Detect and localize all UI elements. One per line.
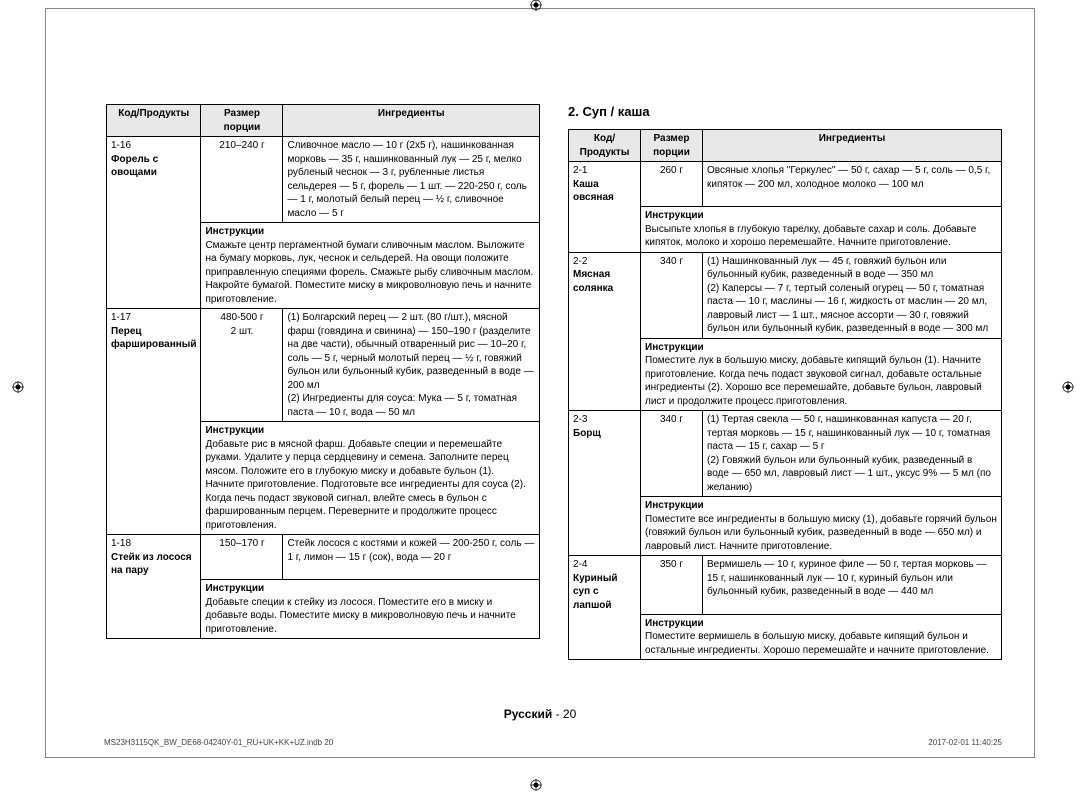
size-cell: 340 г (641, 252, 703, 338)
ing-cell: (1) Тертая свекла — 50 г, нашинкованная … (703, 411, 1002, 497)
instr-cell: Инструкции Поместите все ингредиенты в б… (641, 497, 1002, 556)
code-cell-cont (569, 338, 641, 411)
code-num: 2-2 (573, 256, 587, 267)
code-cell-cont (569, 207, 641, 253)
registration-mark-icon (530, 0, 542, 14)
code-name: Стейк из лосося на пару (111, 552, 192, 577)
instr-cell: Инструкции Высыпьте хлопья в глубокую та… (641, 207, 1002, 253)
size-cell: 150–170 г (201, 535, 283, 580)
code-cell-cont (569, 614, 641, 660)
registration-mark-icon (12, 380, 24, 396)
code-name: Перец фаршированный (111, 326, 196, 351)
instr-text: Добавьте специи к стейку из лосося. Поме… (205, 597, 515, 635)
ing-cell: (1) Болгарский перец — 2 шт. (80 г/шт.),… (283, 309, 540, 422)
right-column: 2. Суп / каша Код/ Продукты Размер порци… (568, 104, 1002, 660)
recipe-table-1: Код/Продукты Размер порции Ингредиенты 1… (106, 104, 540, 639)
instr-label: Инструкции (645, 500, 704, 511)
code-cell: 2-1 Каша овсяная (569, 162, 641, 207)
ing-cell: (1) Нашинкованный лук — 45 г, говяжий бу… (703, 252, 1002, 338)
instr-cell: Инструкции Добавьте специи к стейку из л… (201, 580, 540, 639)
document-page: Код/Продукты Размер порции Ингредиенты 1… (45, 8, 1035, 758)
code-num: 1-17 (111, 312, 131, 323)
code-cell-cont (107, 223, 201, 309)
page-footer-center: Русский - 20 (46, 707, 1034, 721)
code-cell-cont (107, 422, 201, 535)
size-cell: 480-500 г 2 шт. (201, 309, 283, 422)
instr-text: Высыпьте хлопья в глубокую тарелку, доба… (645, 224, 976, 249)
content-columns: Код/Продукты Размер порции Ингредиенты 1… (46, 9, 1034, 660)
size-cell: 340 г (641, 411, 703, 497)
instr-label: Инструкции (205, 425, 264, 436)
instr-text: Поместите все ингредиенты в большую миск… (645, 514, 997, 552)
left-column: Код/Продукты Размер порции Ингредиенты 1… (106, 104, 540, 660)
code-num: 1-18 (111, 538, 131, 549)
code-num: 2-1 (573, 165, 587, 176)
instr-cell: Инструкции Смажьте центр пергаментной бу… (201, 223, 540, 309)
code-cell-cont (569, 497, 641, 556)
instr-text: Смажьте центр пергаментной бумаги сливоч… (205, 240, 533, 305)
th-code: Код/Продукты (107, 105, 201, 137)
ing-cell: Сливочное масло — 10 г (2x5 г), нашинков… (283, 137, 540, 223)
recipe-table-2: Код/ Продукты Размер порции Ингредиенты … (568, 129, 1002, 660)
instr-cell: Инструкции Поместите лук в большую миску… (641, 338, 1002, 411)
instr-label: Инструкции (205, 226, 264, 237)
instr-text: Добавьте рис в мясной фарш. Добавьте спе… (205, 439, 525, 531)
registration-mark-icon (1062, 380, 1074, 396)
code-name: Куриный суп с лапшой (573, 573, 618, 611)
th-ing: Ингредиенты (703, 130, 1002, 162)
size-cell: 260 г (641, 162, 703, 207)
instr-label: Инструкции (205, 583, 264, 594)
code-cell: 2-2 Мясная солянка (569, 252, 641, 338)
code-cell: 2-3 Борщ (569, 411, 641, 497)
ing-cell: Овсяные хлопья "Геркулес" — 50 г, сахар … (703, 162, 1002, 207)
code-cell: 1-18 Стейк из лосося на пару (107, 535, 201, 580)
instr-label: Инструкции (645, 618, 704, 629)
instr-label: Инструкции (645, 210, 704, 221)
th-size: Размер порции (201, 105, 283, 137)
instr-cell: Инструкции Добавьте рис в мясной фарш. Д… (201, 422, 540, 535)
instr-cell: Инструкции Поместите вермишель в большую… (641, 614, 1002, 660)
th-ing: Ингредиенты (283, 105, 540, 137)
footer-lang: Русский (504, 707, 553, 721)
size-cell: 350 г (641, 556, 703, 615)
footer-date: 2017-02-01 11:40:25 (928, 738, 1002, 747)
instr-label: Инструкции (645, 342, 704, 353)
instr-text: Поместите лук в большую миску, добавьте … (645, 355, 982, 407)
code-cell: 2-4 Куриный суп с лапшой (569, 556, 641, 615)
code-cell: 1-17 Перец фаршированный (107, 309, 201, 422)
code-name: Борщ (573, 428, 601, 439)
code-name: Мясная солянка (573, 269, 613, 294)
code-num: 2-4 (573, 559, 587, 570)
code-cell-cont (107, 580, 201, 639)
footer-page: - 20 (556, 707, 577, 721)
code-cell: 1-16 Форель с овощами (107, 137, 201, 223)
code-num: 2-3 (573, 414, 587, 425)
ing-cell: Стейк лосося с костями и кожей — 200-250… (283, 535, 540, 580)
footer-file: MS23H3115QK_BW_DE68-04240Y-01_RU+UK+KK+U… (104, 738, 333, 747)
size-cell: 210–240 г (201, 137, 283, 223)
th-size: Размер порции (641, 130, 703, 162)
section-title: 2. Суп / каша (568, 104, 1002, 119)
instr-text: Поместите вермишель в большую миску, доб… (645, 631, 989, 656)
code-name: Форель с овощами (111, 154, 158, 179)
ing-cell: Вермишель — 10 г, куриное филе — 50 г, т… (703, 556, 1002, 615)
th-code: Код/ Продукты (569, 130, 641, 162)
code-name: Каша овсяная (573, 179, 614, 204)
code-num: 1-16 (111, 140, 131, 151)
